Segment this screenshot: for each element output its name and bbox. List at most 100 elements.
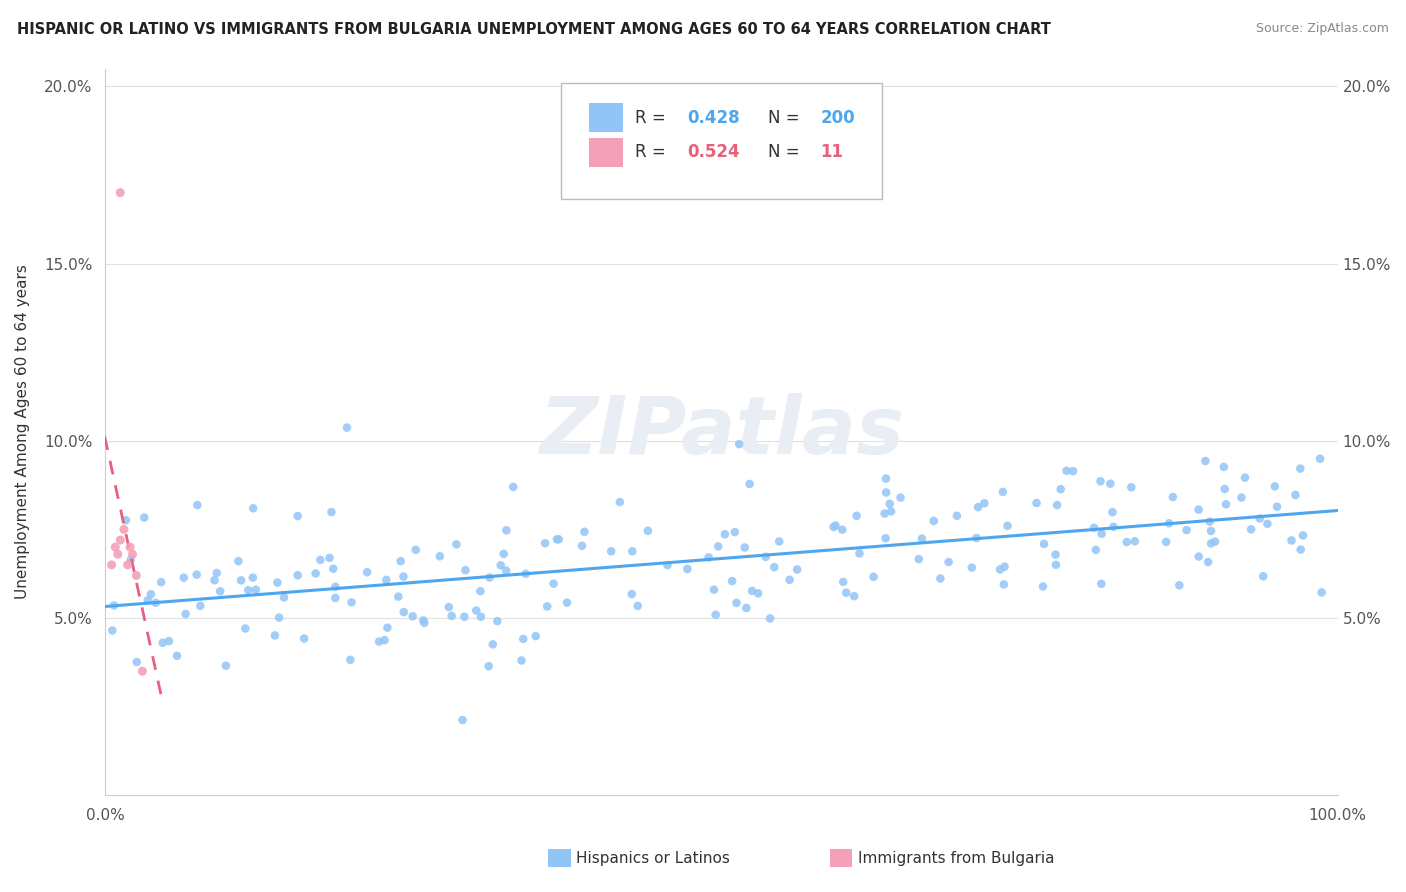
Point	[1102, 520, 1125, 534]
Point	[486, 614, 509, 628]
Point	[510, 653, 533, 667]
Point	[1240, 522, 1263, 536]
Point	[502, 480, 524, 494]
Text: 200: 200	[820, 109, 855, 127]
Point	[110, 186, 132, 200]
Point	[609, 495, 631, 509]
Text: Source: ZipAtlas.com: Source: ZipAtlas.com	[1256, 22, 1389, 36]
Point	[204, 573, 226, 587]
Point	[173, 571, 195, 585]
Point	[228, 554, 250, 568]
Point	[134, 510, 156, 524]
Point	[1265, 500, 1288, 514]
Text: R =: R =	[636, 109, 671, 127]
Point	[1099, 476, 1122, 491]
Point	[125, 568, 148, 582]
Text: 0.428: 0.428	[688, 109, 740, 127]
Point	[287, 568, 309, 582]
Point	[446, 537, 468, 551]
Point	[728, 437, 751, 451]
Point	[117, 558, 139, 572]
Point	[703, 582, 725, 597]
Point	[412, 614, 434, 628]
Point	[453, 609, 475, 624]
Point	[1284, 488, 1306, 502]
Point	[1289, 461, 1312, 475]
FancyBboxPatch shape	[589, 103, 623, 133]
Point	[205, 566, 228, 580]
Text: 0.524: 0.524	[688, 143, 740, 161]
Point	[157, 634, 180, 648]
Point	[824, 518, 846, 533]
Point	[911, 532, 934, 546]
Point	[620, 587, 643, 601]
Point	[1032, 579, 1054, 593]
Point	[600, 544, 623, 558]
Point	[273, 591, 295, 605]
Point	[534, 536, 557, 550]
Point	[495, 524, 517, 538]
Point	[1204, 534, 1226, 549]
Point	[145, 596, 167, 610]
Point	[325, 580, 347, 594]
Point	[880, 504, 903, 518]
Point	[1157, 516, 1180, 531]
Point	[879, 497, 901, 511]
Point	[697, 550, 720, 565]
Point	[875, 485, 897, 500]
Point	[186, 498, 208, 512]
Point	[1213, 482, 1236, 496]
Point	[512, 632, 534, 646]
Point	[875, 472, 897, 486]
Point	[478, 570, 501, 584]
Point	[1175, 523, 1198, 537]
Point	[101, 624, 124, 638]
Point	[1289, 542, 1312, 557]
Text: R =: R =	[636, 143, 671, 161]
Point	[470, 609, 492, 624]
Point	[152, 636, 174, 650]
Point	[1309, 451, 1331, 466]
Point	[973, 496, 995, 510]
Point	[413, 615, 436, 630]
Point	[714, 527, 737, 541]
Point	[704, 607, 727, 622]
Point	[993, 559, 1015, 574]
Point	[238, 583, 260, 598]
Point	[115, 513, 138, 527]
Point	[389, 554, 412, 568]
Point	[1062, 464, 1084, 478]
Point	[166, 648, 188, 663]
Point	[547, 533, 569, 547]
Y-axis label: Unemployment Among Ages 60 to 64 years: Unemployment Among Ages 60 to 64 years	[15, 264, 30, 599]
Point	[873, 507, 896, 521]
Point	[392, 605, 415, 619]
Point	[875, 531, 897, 545]
Point	[266, 575, 288, 590]
Point	[103, 599, 125, 613]
Point	[960, 560, 983, 574]
Point	[188, 599, 211, 613]
Point	[440, 608, 463, 623]
Point	[725, 596, 748, 610]
Point	[1154, 534, 1177, 549]
Point	[889, 491, 911, 505]
Point	[242, 571, 264, 585]
Point	[215, 658, 238, 673]
Point	[120, 540, 142, 554]
Point	[242, 501, 264, 516]
Point	[1215, 497, 1237, 511]
Point	[779, 573, 801, 587]
Point	[131, 664, 153, 678]
Point	[1251, 569, 1274, 583]
Point	[1045, 548, 1067, 562]
Point	[734, 541, 756, 555]
Point	[186, 567, 208, 582]
Point	[1256, 516, 1278, 531]
Point	[1249, 511, 1271, 525]
Point	[1045, 558, 1067, 572]
Point	[1233, 470, 1256, 484]
Point	[1230, 491, 1253, 505]
Point	[831, 523, 853, 537]
Point	[437, 600, 460, 615]
